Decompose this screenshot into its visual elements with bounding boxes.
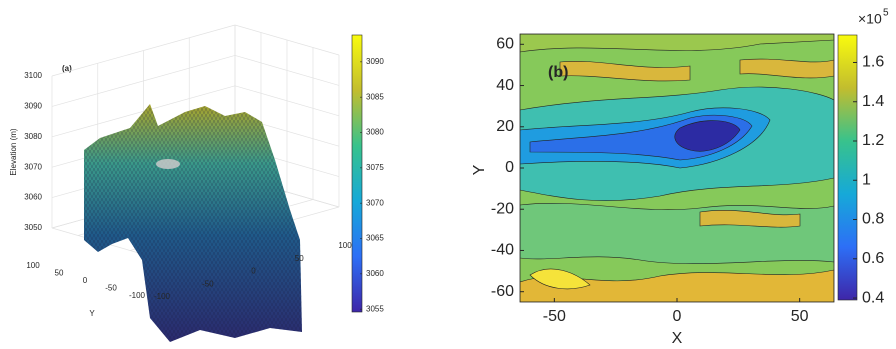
- x-tick-label: 0: [673, 308, 682, 325]
- colorbar-tick-label: 0.6: [862, 250, 884, 267]
- x-tick-label: -50: [543, 308, 566, 325]
- contour-band: [699, 210, 801, 228]
- colorbar-tick-label: 1: [862, 171, 871, 188]
- y-tick-label: -40: [491, 242, 514, 259]
- colorbar-multiplier: ×10: [858, 11, 882, 27]
- y-tick-label: -50: [105, 284, 117, 293]
- y-tick-label: -20: [491, 200, 514, 217]
- colorbar: [351, 34, 363, 313]
- grid-line: [234, 24, 340, 56]
- colorbar-tick-label: 3080: [366, 128, 384, 137]
- z-tick-label: 3100: [24, 71, 42, 80]
- z-axis-label: Elevation (m): [9, 128, 18, 175]
- colorbar-tick-label: 0.4: [862, 289, 884, 306]
- surface-texture: [84, 104, 302, 342]
- y-tick-label: 40: [496, 77, 514, 94]
- panel-contour: (b) X Y ×10 5 -50 0 50 -60 -40 -20 0 20 40 60 0.4 0…: [471, 8, 889, 348]
- y-tick-label: -100: [129, 291, 146, 300]
- y-tick-label: 0: [505, 159, 514, 176]
- colorbar-tick-label: 3070: [366, 198, 384, 207]
- contour-band: [520, 203, 834, 265]
- grid-line: [51, 24, 236, 77]
- z-tick-label: 3090: [24, 102, 42, 111]
- z-tick-label: 3070: [24, 162, 42, 171]
- y-tick-label: -60: [491, 283, 514, 300]
- colorbar: [837, 34, 858, 301]
- axes-ticks: -50 0 50 -60 -40 -20 0 20 40 60 0.4 0.6 0.8 1 1.2 1.4 1.…: [491, 36, 884, 326]
- y-tick-label: 50: [55, 269, 64, 278]
- contour-band: [520, 34, 834, 53]
- x-tick-label: -50: [202, 279, 214, 288]
- contour-band: [739, 58, 834, 79]
- x-axis-label: X: [672, 330, 683, 347]
- y-tick-label: 20: [496, 118, 514, 135]
- colorbar-tick-label: 3055: [366, 304, 384, 313]
- y-tick-label: 0: [83, 276, 88, 285]
- panel-surface: (a) Elevation (m) X Y 305530603065307030…: [9, 24, 384, 342]
- y-tick-label: 100: [26, 261, 40, 270]
- colorbar-tick-label: 3060: [366, 269, 384, 278]
- colorbar-tick-label: 1.6: [862, 54, 884, 71]
- colorbar-tick-label: 1.2: [862, 132, 884, 149]
- y-tick-label: 60: [496, 36, 514, 53]
- y-axis-label: Y: [471, 164, 488, 175]
- colorbar-tick-label: 3090: [366, 57, 384, 66]
- z-tick-label: 3060: [24, 193, 42, 202]
- x-tick-label: -100: [154, 292, 171, 301]
- contour-band: [559, 61, 691, 82]
- grid-line: [234, 55, 340, 86]
- x-tick-label: 50: [295, 254, 304, 263]
- colorbar-tick-label: 3075: [366, 163, 384, 172]
- contour-field: [520, 34, 834, 302]
- z-tick-label: 3050: [24, 223, 42, 232]
- panel-label: (b): [548, 64, 568, 81]
- z-tick-label: 3080: [24, 132, 42, 141]
- y-axis-label: Y: [89, 309, 95, 318]
- surface: [84, 104, 302, 342]
- grid-line: [51, 85, 236, 138]
- x-tick-label: 100: [338, 241, 352, 250]
- colorbar-tick-label: 0.8: [862, 211, 884, 228]
- colorbar-tick-label: 1.4: [862, 93, 884, 110]
- colorbar-tick-label: 3065: [366, 234, 384, 243]
- grid-line: [234, 85, 340, 117]
- colorbar-ticks: 3055 3060 3065 3070 3075 3080 3085 3090: [360, 57, 384, 313]
- contour-band: [529, 268, 591, 290]
- panel-label: (a): [62, 64, 72, 73]
- colorbar-tick-label: 3085: [366, 92, 384, 101]
- contour-band: [674, 120, 741, 152]
- colorbar-exponent: 5: [883, 8, 889, 19]
- marker-ellipse: [156, 159, 180, 169]
- grid-line: [51, 55, 236, 107]
- x-tick-label: 0: [251, 267, 256, 276]
- x-tick-label: 50: [791, 308, 809, 325]
